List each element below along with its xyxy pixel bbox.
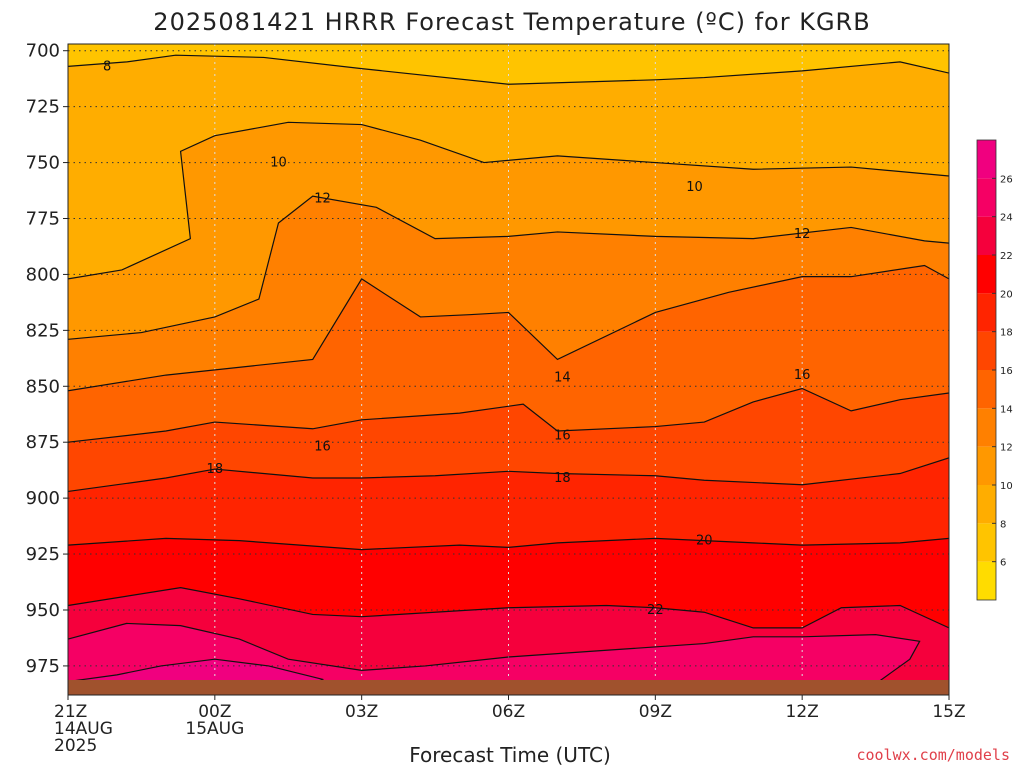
colorbar-segment	[977, 331, 996, 370]
contour-line-22	[68, 587, 949, 629]
colorbar-segment	[977, 178, 996, 217]
contour-label-16: 16	[554, 428, 571, 443]
x-tick-label: 00Z	[198, 702, 231, 722]
y-tick-label: 850	[26, 376, 60, 397]
contour-label-10: 10	[686, 180, 703, 195]
contour-label-14: 14	[554, 370, 571, 385]
contour-line-26	[68, 658, 325, 694]
colorbar-tick-label: 22	[1000, 251, 1013, 262]
colorbar-segment	[977, 140, 996, 179]
y-tick-label: 700	[26, 41, 60, 62]
x-axis-label: Forecast Time (UTC)	[409, 743, 611, 767]
colorbar-segment	[977, 446, 996, 485]
colorbar-tick-label: 10	[1000, 481, 1013, 492]
colorbar-tick-label: 6	[1000, 558, 1006, 569]
y-tick-label: 875	[26, 432, 60, 453]
contour-line-8	[68, 54, 949, 85]
colorbar-tick-label: 16	[1000, 366, 1013, 377]
contour-labels: 8 10 10 12 12 14 16 16 16 18 18 20 22	[103, 59, 810, 618]
x-tick-label: 14AUG	[54, 719, 113, 739]
contour-label-20: 20	[696, 534, 713, 549]
contour-label-16: 16	[794, 368, 811, 383]
contour-label-12: 12	[794, 227, 811, 242]
colorbar-tick-label: 14	[1000, 404, 1013, 415]
chart-title: 2025081421 HRRR Forecast Temperature (ºC…	[153, 8, 870, 36]
y-tick-label: 775	[26, 208, 60, 229]
contour-line-16	[68, 387, 949, 443]
y-tick-label: 950	[26, 600, 60, 621]
colorbar: 6 8 10 12 14 16 18 20 22 24 26	[976, 139, 1013, 601]
contour-line-18	[68, 457, 949, 493]
x-tick-label: 09Z	[639, 702, 672, 722]
ground-band	[68, 680, 949, 695]
contour-line-10	[68, 121, 949, 280]
y-tick-label: 800	[26, 264, 60, 285]
contour-label-18: 18	[554, 471, 571, 486]
y-tick-label: 900	[26, 488, 60, 509]
contour-lines	[68, 54, 949, 694]
contour-label-22: 22	[647, 603, 664, 618]
contour-label-12: 12	[314, 191, 331, 206]
colorbar-tick-label: 26	[1000, 174, 1013, 185]
y-axis: 700 725 750 775 800 825 850 875 900 925 950 975	[26, 41, 68, 677]
colorbar-tick-label: 12	[1000, 443, 1013, 454]
contour-line-24	[68, 622, 921, 692]
contour-label-16: 16	[314, 440, 331, 455]
contour-line-12	[68, 195, 949, 340]
credit-link[interactable]: coolwx.com/models	[856, 746, 1010, 764]
colorbar-segment	[977, 561, 996, 600]
colorbar-segment	[977, 485, 996, 524]
colorbar-segment	[977, 293, 996, 332]
y-tick-label: 750	[26, 153, 60, 174]
colorbar-segment	[977, 216, 996, 255]
colorbar-segment	[977, 370, 996, 409]
contour-line-14	[68, 264, 949, 392]
x-tick-label: 21Z	[54, 702, 87, 722]
x-tick-label: 06Z	[492, 702, 525, 722]
y-tick-label: 975	[26, 656, 60, 677]
contour-label-10: 10	[270, 156, 287, 171]
colorbar-segment	[977, 523, 996, 562]
y-tick-label: 725	[26, 97, 60, 118]
x-tick-label: 03Z	[345, 702, 378, 722]
colorbar-tick-label: 20	[1000, 289, 1013, 300]
x-tick-label: 2025	[54, 736, 97, 756]
x-tick-label: 15Z	[932, 702, 965, 722]
contour-line-20	[68, 537, 949, 551]
y-tick-label: 925	[26, 544, 60, 565]
colorbar-segment	[977, 408, 996, 447]
colorbar-segment	[977, 255, 996, 294]
x-tick-label: 12Z	[786, 702, 819, 722]
contour-label-8: 8	[103, 59, 111, 74]
x-tick-label: 15AUG	[185, 719, 244, 739]
contour-label-18: 18	[207, 462, 224, 477]
colorbar-tick-label: 18	[1000, 328, 1013, 339]
contour-field	[68, 44, 949, 695]
y-tick-label: 825	[26, 320, 60, 341]
colorbar-tick-label: 8	[1000, 519, 1006, 530]
colorbar-tick-label: 24	[1000, 213, 1013, 224]
